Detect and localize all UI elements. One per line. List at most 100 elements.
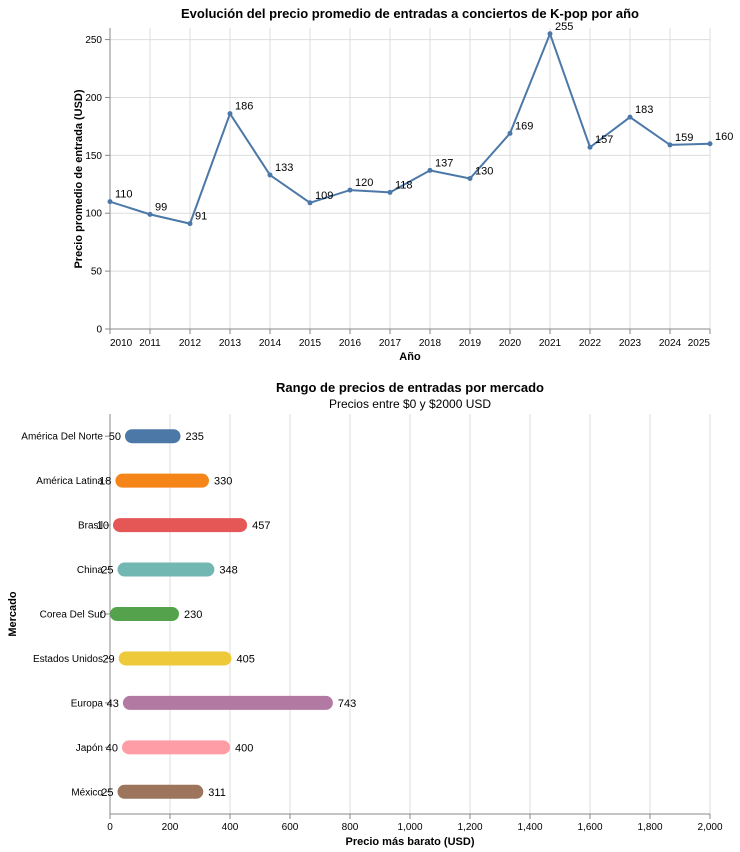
line-chart-data-label: 118 bbox=[395, 179, 413, 191]
line-chart-x-tick-label: 2011 bbox=[139, 338, 161, 349]
bar-chart-min-label: 10 bbox=[97, 520, 109, 532]
bar-chart-min-label: 18 bbox=[99, 476, 111, 488]
bar-chart-min-label: 29 bbox=[102, 653, 114, 665]
bar-chart-max-label: 235 bbox=[186, 431, 204, 443]
bar-chart-category-label: Japón bbox=[76, 743, 103, 754]
line-chart-point bbox=[387, 189, 393, 195]
bar-chart-category-label: Corea Del Sur bbox=[40, 610, 104, 621]
bar-chart-x-tick-label: 1,800 bbox=[637, 822, 662, 833]
bar-chart-min-label: 25 bbox=[101, 787, 113, 799]
line-chart-point bbox=[547, 31, 553, 37]
line-chart-x-tick-label: 2022 bbox=[579, 338, 602, 349]
line-chart-y-tick-label: 150 bbox=[85, 151, 102, 162]
bar-chart-min-label: 43 bbox=[107, 698, 119, 710]
line-chart-x-tick-label: 2012 bbox=[179, 338, 202, 349]
line-chart-point bbox=[107, 199, 113, 205]
line-chart-data-label: 157 bbox=[595, 134, 613, 146]
line-chart-series-line bbox=[109, 30, 711, 225]
bar-chart-max-label: 311 bbox=[208, 787, 226, 799]
bar-chart-max-label: 405 bbox=[237, 653, 255, 665]
bar-chart-category-label: América Latina bbox=[36, 476, 103, 487]
bar-chart-range-bar bbox=[117, 784, 204, 799]
line-chart-point bbox=[707, 141, 713, 147]
line-chart-point bbox=[267, 172, 273, 178]
line-chart-x-tick-label: 2015 bbox=[299, 338, 322, 349]
bar-chart-min-label: 0 bbox=[100, 609, 106, 621]
line-chart-y-tick-label: 200 bbox=[85, 93, 102, 104]
line-chart-data-label: 99 bbox=[155, 201, 167, 213]
line-chart-x-tick-label: 2025 bbox=[688, 338, 711, 349]
line-chart-x-tick-label: 2018 bbox=[419, 338, 442, 349]
bar-chart-title: Rango de precios de entradas por mercado bbox=[276, 380, 544, 395]
line-chart-y-axis-title: Precio promedio de entrada (USD) bbox=[73, 89, 85, 268]
line-chart-point bbox=[667, 142, 673, 148]
bar-chart-range-bar bbox=[115, 473, 209, 488]
line-chart-point bbox=[347, 187, 353, 193]
line-chart-point bbox=[427, 167, 433, 173]
line-chart-point bbox=[467, 176, 473, 181]
bar-chart-category-label: América Del Norte bbox=[21, 432, 103, 443]
line-chart-data-label: 186 bbox=[235, 101, 253, 113]
bar-chart-x-tick-label: 1,600 bbox=[577, 822, 602, 833]
bar-chart-max-label: 743 bbox=[338, 698, 356, 710]
line-chart-x-tick-label: 2024 bbox=[659, 338, 682, 349]
bar-chart-range-bar bbox=[122, 740, 230, 755]
bar-chart-x-tick-label: 400 bbox=[222, 822, 239, 833]
line-chart-data-label: 133 bbox=[275, 162, 293, 174]
bar-chart-x-tick-label: 600 bbox=[282, 822, 299, 833]
bar-chart-x-tick-label: 1,400 bbox=[517, 822, 542, 833]
bar-chart-subtitle: Precios entre $0 y $2000 USD bbox=[329, 397, 491, 411]
line-chart-point bbox=[187, 221, 193, 227]
line-chart-x-tick-label: 2014 bbox=[259, 338, 282, 349]
line-chart-point bbox=[147, 211, 153, 217]
line-chart-data-label: 137 bbox=[435, 157, 453, 169]
line-chart-data-label: 130 bbox=[475, 166, 493, 178]
range-bar-chart: Rango de precios de entradas por mercado… bbox=[7, 380, 723, 848]
line-chart-data-label: 183 bbox=[635, 104, 653, 116]
line-chart-data-label: 109 bbox=[315, 190, 333, 202]
line-chart-axes: 2010 2011 2012 2013 2014 2015 2016 2017 2018 2019… bbox=[85, 28, 711, 349]
line-chart-y-tick-label: 0 bbox=[96, 325, 102, 336]
bar-chart-x-tick-label: 0 bbox=[107, 822, 113, 833]
line-chart-x-tick-label: 2013 bbox=[219, 338, 242, 349]
line-chart-x-tick-label: 2019 bbox=[459, 338, 482, 349]
line-chart-data-label: 160 bbox=[715, 131, 733, 143]
bar-chart-max-label: 457 bbox=[252, 520, 270, 532]
line-chart-x-tick-label: 2017 bbox=[379, 338, 402, 349]
bar-chart-range-bar bbox=[118, 651, 232, 666]
line-chart-data-label: 169 bbox=[515, 120, 533, 132]
bar-chart-marks: 50 235 18 330 10 457 25 348 0 230 29 405 43 743 40 400 2… bbox=[97, 429, 356, 799]
bar-chart-range-bar bbox=[122, 695, 333, 710]
line-chart-x-tick-label: 2023 bbox=[619, 338, 642, 349]
line-chart-point bbox=[587, 144, 593, 150]
bar-chart-category-label: Brasil bbox=[78, 521, 103, 532]
bar-chart-max-label: 230 bbox=[184, 609, 202, 621]
line-chart-point bbox=[227, 111, 233, 117]
line-chart-y-tick-label: 250 bbox=[85, 35, 102, 46]
bar-chart-x-tick-label: 1,000 bbox=[397, 822, 422, 833]
bar-chart-y-axis-title: Mercado bbox=[7, 591, 19, 637]
bar-chart-x-axis-title: Precio más barato (USD) bbox=[346, 836, 475, 848]
bar-chart-max-label: 348 bbox=[219, 565, 237, 577]
bar-chart-max-label: 400 bbox=[235, 742, 253, 754]
bar-chart-max-label: 330 bbox=[214, 476, 232, 488]
bar-chart-range-bar bbox=[117, 562, 215, 577]
bar-chart-min-label: 50 bbox=[109, 431, 121, 443]
line-chart-title: Evolución del precio promedio de entrada… bbox=[181, 6, 639, 21]
bar-chart-category-label: Estados Unidos bbox=[33, 654, 103, 665]
bar-chart-range-bar bbox=[125, 429, 181, 444]
line-chart-data-label: 255 bbox=[555, 21, 573, 33]
line-chart-data-label: 91 bbox=[195, 211, 207, 223]
line-chart-point bbox=[627, 114, 633, 120]
bar-chart-min-label: 25 bbox=[101, 565, 113, 577]
line-chart-x-tick-label: 2016 bbox=[339, 338, 362, 349]
line-chart-marks: 110 99 91 186 133 109 120 118 137 130 169 255 157 183… bbox=[107, 21, 733, 227]
bar-chart-category-label: México bbox=[71, 787, 103, 798]
bar-chart-range-bar bbox=[110, 607, 179, 621]
line-chart-point bbox=[507, 130, 513, 136]
bar-chart-x-tick-label: 800 bbox=[342, 822, 359, 833]
bar-chart-min-label: 40 bbox=[106, 742, 118, 754]
line-chart-x-tick-label: 2020 bbox=[499, 338, 522, 349]
bar-chart-category-label: China bbox=[77, 565, 104, 576]
